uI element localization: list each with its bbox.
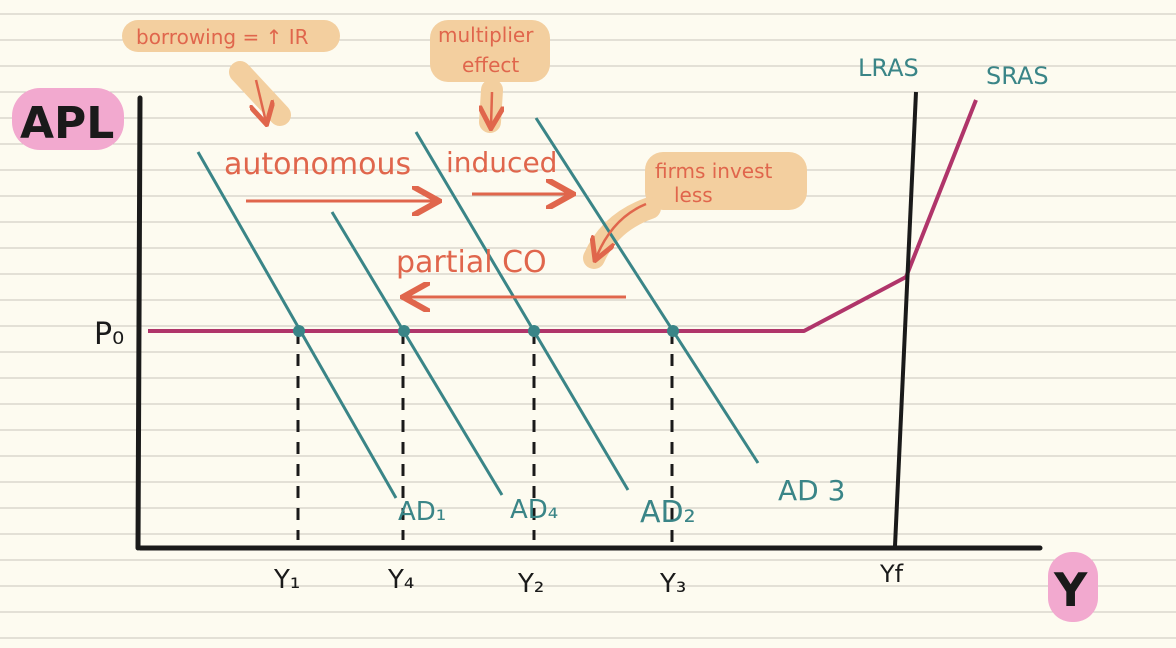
borrowing-down-arrow — [256, 79, 266, 122]
sras-label: SRAS — [986, 62, 1049, 90]
firms-note-line1: firms invest — [655, 159, 773, 183]
partial-co-note: partial CO — [396, 245, 547, 280]
x-axis-label: Y — [1053, 563, 1088, 617]
ad1-curve — [196, 151, 398, 499]
equilibrium-ad2 — [528, 325, 540, 337]
apl-highlight — [12, 88, 124, 150]
tick-yf: Yf — [879, 560, 904, 588]
multiplier-highlight — [430, 20, 550, 82]
firms-curved-arrow — [596, 202, 647, 258]
firms-highlight — [645, 152, 807, 210]
borrowing-highlight — [122, 20, 340, 52]
annotation-arrows — [246, 79, 647, 297]
induced-note: induced — [446, 146, 557, 179]
ad4-curve — [330, 211, 504, 496]
ad3-label: AD 3 — [778, 474, 845, 507]
sras-curve — [148, 99, 978, 333]
multiplier-note-line2: effect — [462, 53, 519, 77]
tick-y3: Y₃ — [659, 569, 686, 599]
tick-y4: Y₄ — [387, 565, 414, 595]
tick-y2: Y₂ — [517, 569, 544, 599]
ad-curves — [196, 117, 760, 499]
lras-curve — [893, 91, 918, 547]
equilibrium-points — [293, 325, 679, 337]
multiplier-note-line1: multiplier — [438, 23, 534, 47]
highlights — [12, 20, 1098, 622]
ad3-curve — [534, 117, 760, 464]
price-level-label: P₀ — [94, 317, 124, 352]
equilibrium-ad1 — [293, 325, 305, 337]
tick-y1: Y₁ — [273, 565, 300, 595]
notebook-rule-lines — [0, 13, 1176, 639]
ad2-label: AD₂ — [640, 495, 696, 530]
y-highlight — [1048, 552, 1098, 622]
equilibrium-ad4 — [398, 325, 410, 337]
y-axis-label: APL — [20, 98, 114, 149]
ad1-label: AD₁ — [398, 497, 446, 527]
lras-label: LRAS — [858, 54, 919, 82]
borrowing-note: borrowing = ↑ IR — [136, 25, 309, 49]
autonomous-note: autonomous — [224, 147, 411, 182]
ad2-curve — [414, 131, 630, 491]
multiplier-down-arrow — [491, 91, 492, 126]
drop-lines — [296, 332, 674, 544]
equilibrium-ad3 — [667, 325, 679, 337]
ad4-label: AD₄ — [510, 495, 558, 525]
firms-note-line2: less — [674, 183, 713, 207]
y-axis — [135, 95, 143, 551]
